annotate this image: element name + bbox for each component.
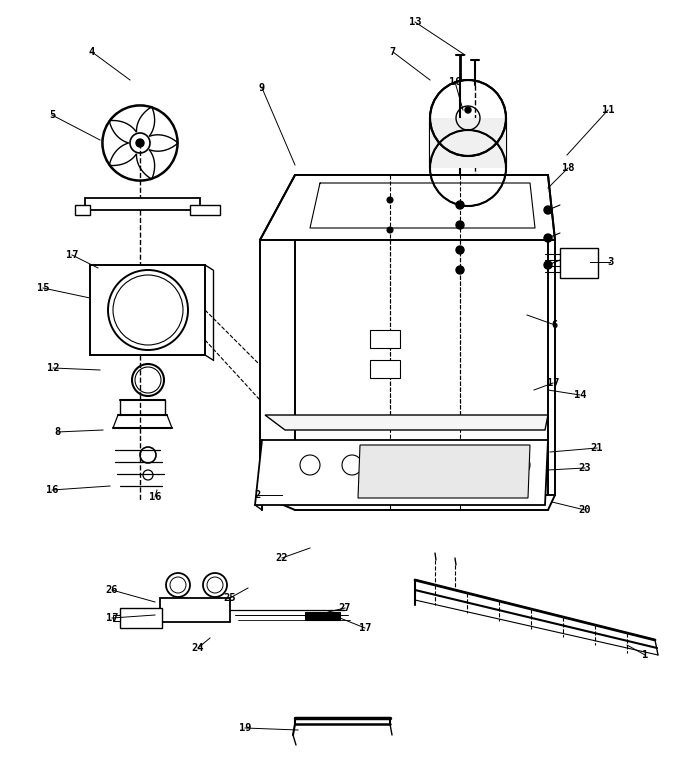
Polygon shape (120, 608, 162, 628)
Text: 10: 10 (449, 77, 461, 87)
Polygon shape (90, 265, 205, 355)
Polygon shape (160, 598, 230, 622)
Polygon shape (260, 175, 555, 240)
Text: 17: 17 (66, 250, 78, 260)
Polygon shape (113, 615, 120, 621)
Circle shape (456, 221, 464, 229)
Text: 17: 17 (359, 623, 371, 633)
Text: 25: 25 (224, 593, 236, 603)
Polygon shape (560, 248, 598, 278)
Circle shape (387, 197, 393, 203)
Text: 26: 26 (106, 585, 118, 595)
Text: 14: 14 (574, 390, 586, 400)
Polygon shape (305, 612, 340, 620)
Circle shape (456, 246, 464, 254)
Text: 13: 13 (409, 17, 421, 27)
Polygon shape (85, 198, 200, 210)
Text: 17: 17 (106, 613, 118, 623)
Text: 12: 12 (47, 363, 59, 373)
Text: 5: 5 (49, 110, 55, 120)
Text: 6: 6 (552, 320, 558, 330)
Text: 2: 2 (255, 490, 261, 500)
Text: 22: 22 (276, 553, 288, 563)
Text: 19: 19 (239, 723, 251, 733)
Text: 11: 11 (602, 105, 614, 115)
Polygon shape (190, 205, 220, 215)
Circle shape (136, 139, 144, 147)
Text: 17: 17 (547, 378, 559, 388)
Polygon shape (75, 205, 90, 215)
Text: 18: 18 (562, 163, 574, 173)
Text: 3: 3 (607, 257, 613, 267)
Polygon shape (265, 415, 548, 430)
Polygon shape (358, 445, 530, 498)
Text: 9: 9 (259, 83, 265, 93)
Text: 16: 16 (149, 492, 161, 502)
Circle shape (456, 201, 464, 209)
Text: 1: 1 (642, 650, 648, 660)
Polygon shape (430, 118, 506, 168)
Circle shape (465, 107, 471, 113)
Polygon shape (370, 360, 400, 378)
Text: 7: 7 (390, 47, 396, 57)
Text: 21: 21 (591, 443, 603, 453)
Polygon shape (370, 330, 400, 348)
Text: 23: 23 (579, 463, 591, 473)
Circle shape (456, 266, 464, 274)
Text: 27: 27 (339, 603, 352, 613)
Circle shape (387, 227, 393, 233)
Text: 15: 15 (37, 283, 49, 293)
Polygon shape (255, 440, 548, 505)
Circle shape (544, 206, 552, 214)
Text: 16: 16 (46, 485, 58, 495)
Text: 20: 20 (579, 505, 591, 515)
Circle shape (544, 234, 552, 242)
Text: 4: 4 (89, 47, 95, 57)
Text: 8: 8 (54, 427, 60, 437)
Circle shape (544, 261, 552, 269)
Text: 24: 24 (192, 643, 204, 653)
